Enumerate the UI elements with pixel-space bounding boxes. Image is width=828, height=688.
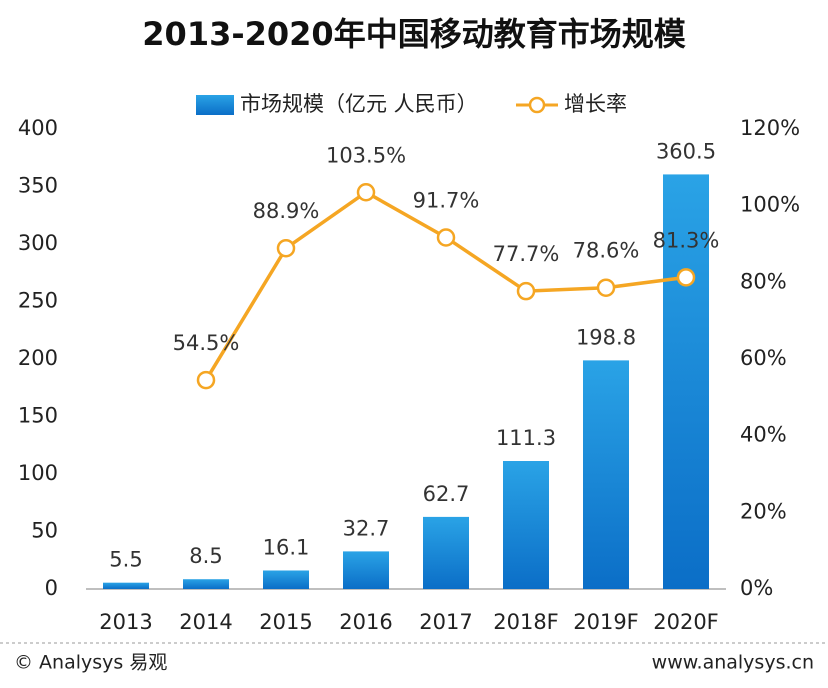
line-value-label: 77.7%: [493, 242, 560, 266]
bar: [343, 551, 389, 589]
bar-value-label: 111.3: [496, 426, 556, 450]
bar: [183, 579, 229, 589]
y-tick-label: 150: [18, 404, 58, 428]
y-tick-label: 300: [18, 231, 58, 255]
y2-tick-label: 120%: [740, 116, 800, 140]
x-tick-label: 2020F: [653, 610, 719, 634]
x-tick-label: 2015: [259, 610, 312, 634]
y2-tick-label: 40%: [740, 423, 787, 447]
line-marker: [676, 268, 696, 287]
bar: [263, 570, 309, 589]
x-tick-label: 2018F: [493, 610, 559, 634]
y2-tick-label: 20%: [740, 499, 787, 523]
bar-value-label: 360.5: [656, 139, 716, 163]
x-tick-label: 2014: [179, 610, 232, 634]
bar-value-label: 8.5: [189, 544, 222, 568]
line-marker: [516, 281, 536, 301]
source: © Analysys 易观: [14, 652, 167, 674]
y2-tick-label: 100%: [740, 193, 800, 217]
y-tick-label: 50: [31, 519, 58, 543]
x-tick-label: 2016: [339, 610, 392, 634]
x-tick-label: 2019F: [573, 610, 639, 634]
bar-value-label: 62.7: [423, 482, 470, 506]
legend-swatch: [196, 95, 234, 115]
line-marker: [596, 278, 616, 297]
line-value-label: 81.3%: [653, 228, 720, 252]
bar-value-label: 32.7: [343, 516, 390, 540]
website: www.analysys.cn: [652, 652, 814, 674]
legend-swatch: [528, 96, 546, 114]
bar: [583, 360, 629, 589]
y-tick-label: 100: [18, 461, 58, 485]
y-tick-label: 200: [18, 346, 58, 370]
y-tick-label: 0: [45, 576, 58, 600]
y-tick-label: 400: [18, 116, 58, 140]
line-value-label: 78.6%: [573, 239, 640, 263]
line-marker: [276, 238, 296, 258]
legend-label: 市场规模（亿元 人民币）: [240, 92, 478, 116]
y-tick-label: 250: [18, 289, 58, 313]
y-tick-label: 350: [18, 174, 58, 198]
line-value-label: 88.9%: [253, 199, 320, 223]
line-marker: [196, 370, 216, 390]
chart-title: 2013-2020年中国移动教育市场规模: [142, 15, 685, 53]
bar-value-label: 16.1: [263, 535, 310, 559]
bar: [423, 516, 469, 589]
line-value-label: 103.5%: [326, 143, 406, 167]
bar: [503, 461, 549, 589]
line-marker: [356, 183, 376, 202]
x-tick-label: 2013: [99, 610, 152, 634]
line-value-label: 91.7%: [413, 188, 480, 212]
y2-tick-label: 0%: [740, 576, 773, 600]
x-tick-label: 2017: [419, 610, 472, 634]
bar-value-label: 5.5: [109, 548, 142, 572]
y2-tick-label: 80%: [740, 269, 787, 293]
line-marker: [436, 228, 456, 247]
bar: [103, 582, 149, 589]
legend-label: 增长率: [564, 92, 627, 116]
bar: [663, 174, 709, 590]
y2-tick-label: 60%: [740, 346, 787, 370]
bar-value-label: 198.8: [576, 325, 636, 349]
line-value-label: 54.5%: [173, 331, 240, 355]
